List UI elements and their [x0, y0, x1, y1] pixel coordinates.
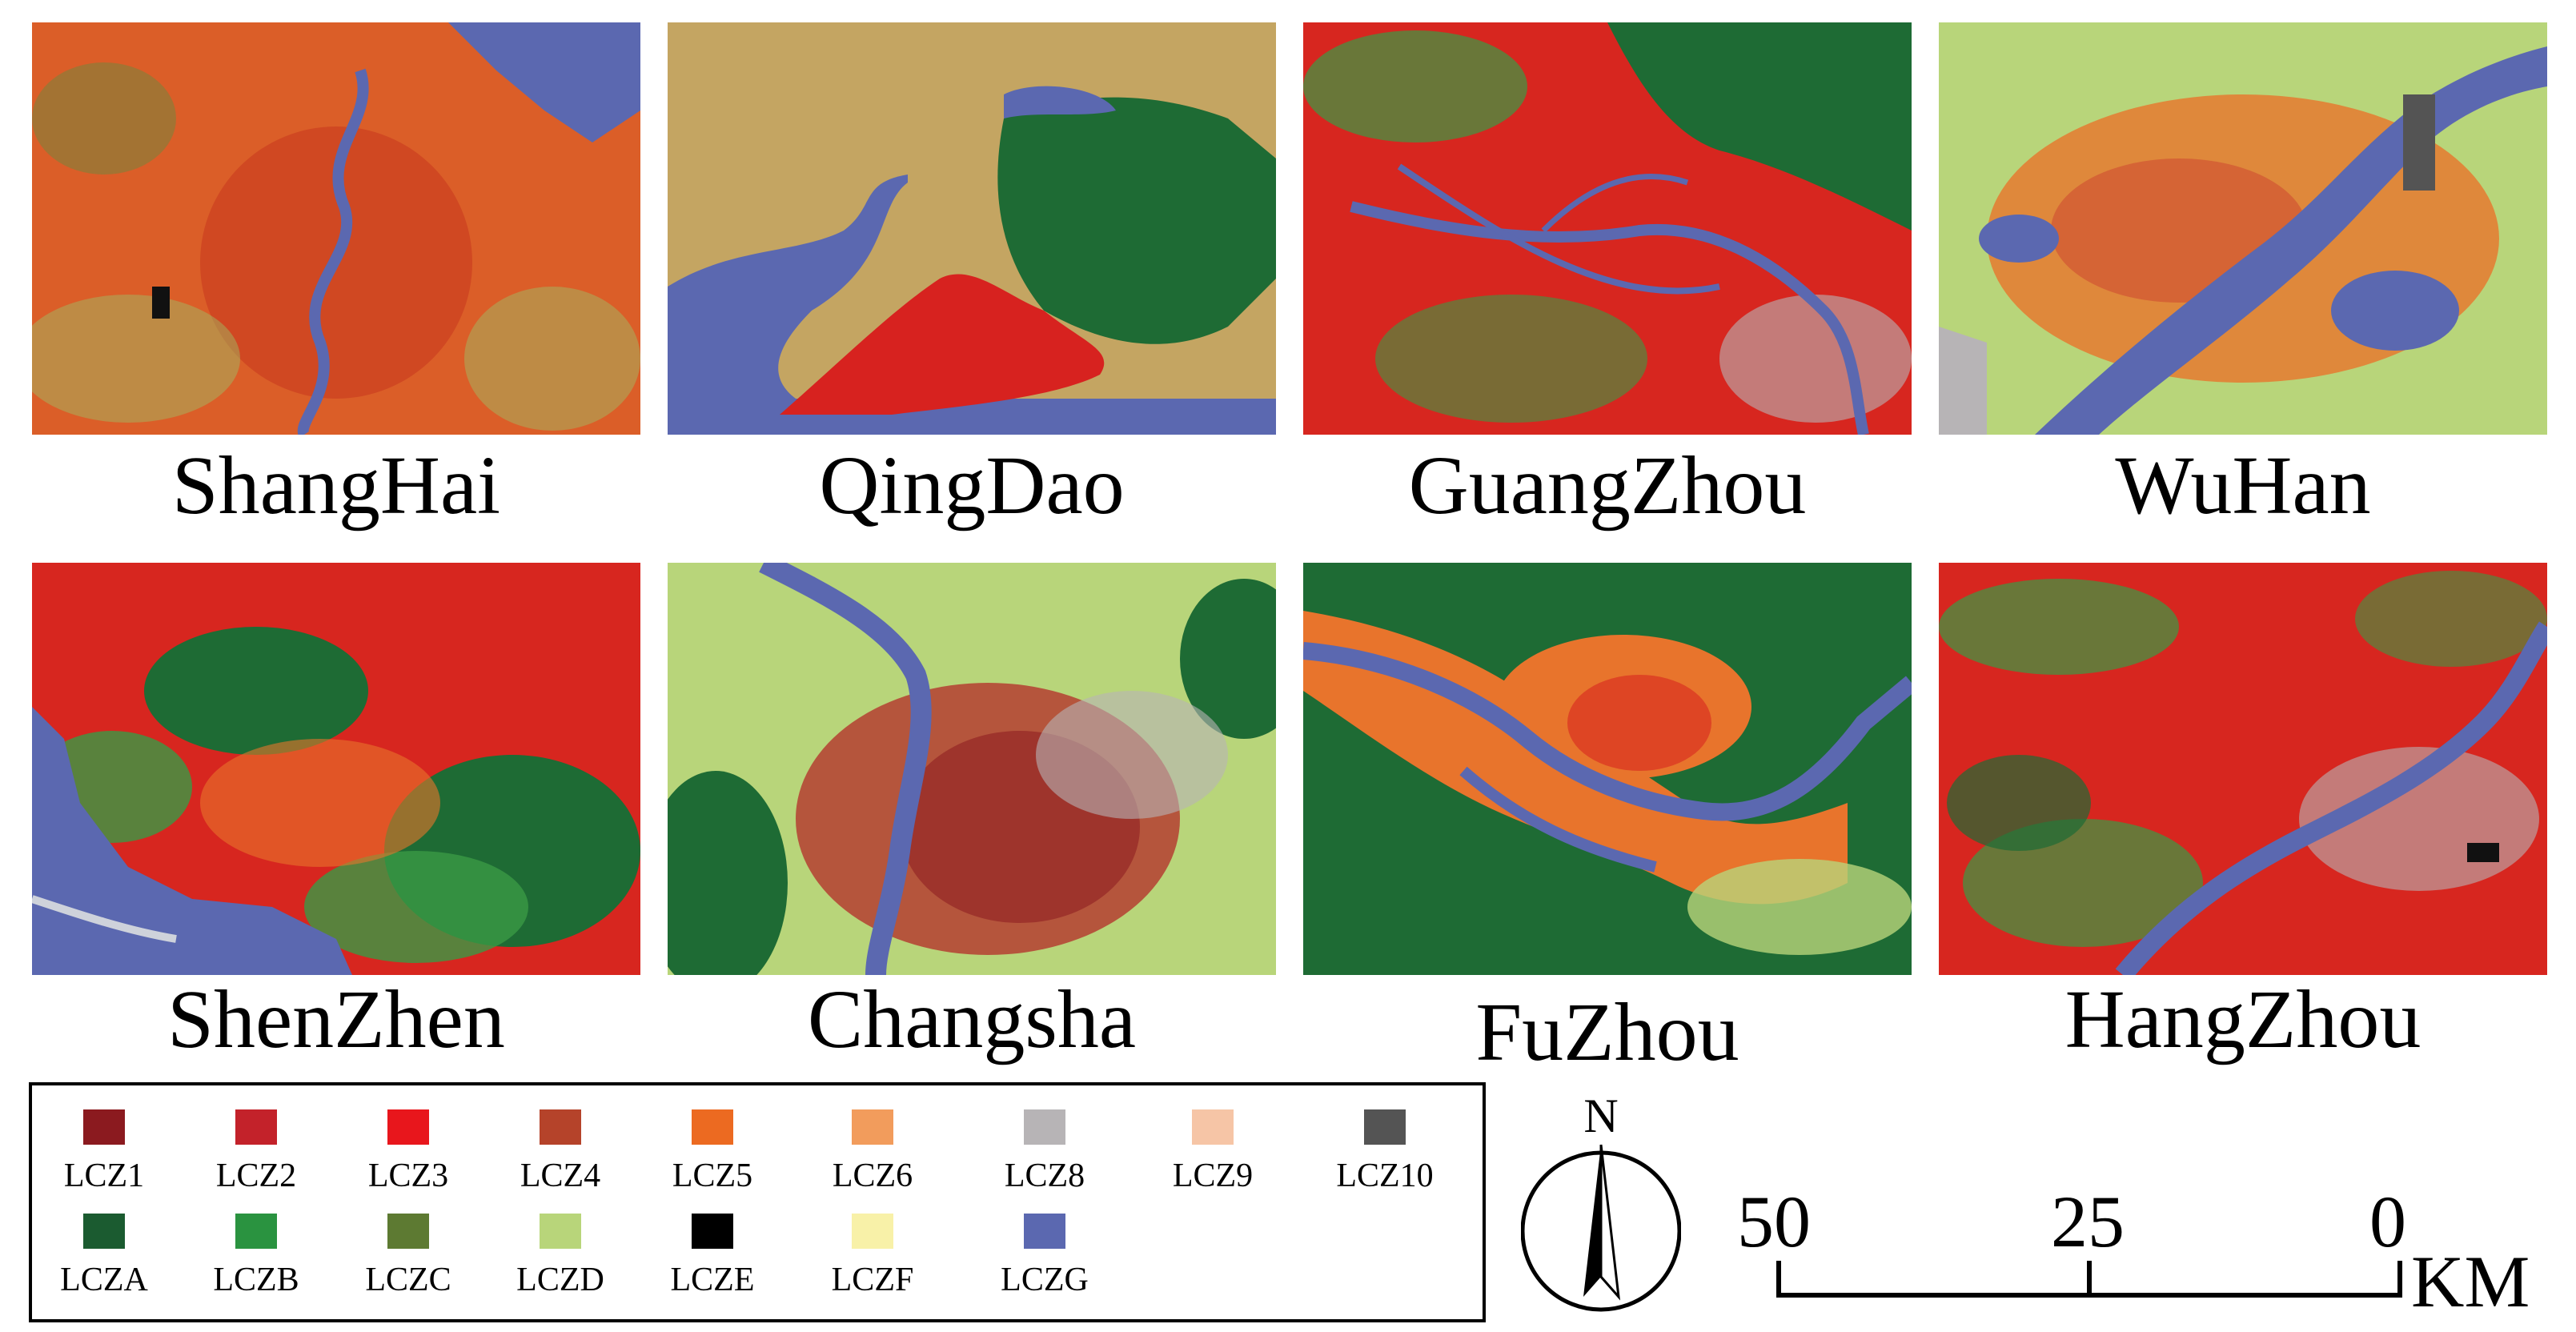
legend-swatch	[1364, 1109, 1406, 1145]
legend-swatch	[1024, 1214, 1065, 1249]
legend-item-lcz9: LCZ9	[1141, 1109, 1285, 1193]
legend-swatch	[692, 1214, 733, 1249]
map-panel-shanghai	[32, 22, 640, 435]
legend-swatch	[540, 1214, 581, 1249]
legend-label: LCZ2	[215, 1157, 297, 1194]
legend-swatch	[387, 1214, 429, 1249]
scale-tick-50: 50	[1737, 1181, 1811, 1262]
legend: LCZ1 LCZ2 LCZ3 LCZ4 LCZ5 LCZ6 LCZ8 LCZ9 …	[29, 1082, 1486, 1322]
legend-swatch	[1192, 1109, 1234, 1145]
legend-item-lcz4: LCZ4	[488, 1109, 632, 1193]
scale-tick-25: 25	[2051, 1181, 2125, 1262]
city-label-hangzhou: HangZhou	[2064, 973, 2422, 1065]
scale-tick-0: 0	[2369, 1181, 2406, 1262]
legend-label: LCZ4	[520, 1157, 601, 1194]
city-label-changsha: Changsha	[807, 973, 1137, 1065]
city-label-guangzhou: GuangZhou	[1408, 439, 1807, 532]
legend-swatch	[692, 1109, 733, 1145]
legend-item-lczb: LCZB	[184, 1214, 328, 1297]
north-label: N	[1583, 1089, 1618, 1142]
legend-swatch	[852, 1109, 893, 1145]
scale-unit: KM	[2411, 1241, 2530, 1322]
legend-label: LCZD	[516, 1262, 604, 1298]
city-label-shanghai: ShangHai	[171, 439, 501, 532]
legend-item-lcz6: LCZ6	[800, 1109, 945, 1193]
legend-label: LCZ8	[1004, 1157, 1085, 1194]
map-panel-qingdao	[668, 22, 1276, 435]
legend-swatch	[235, 1214, 277, 1249]
legend-item-lcz1: LCZ1	[32, 1109, 176, 1193]
legend-label: LCZF	[831, 1262, 914, 1298]
legend-item-lcze: LCZE	[640, 1214, 784, 1297]
legend-label: LCZ1	[63, 1157, 145, 1194]
legend-swatch	[540, 1109, 581, 1145]
map-panel-changsha	[668, 563, 1276, 975]
legend-item-lczg: LCZG	[973, 1214, 1117, 1297]
legend-label: LCZ9	[1172, 1157, 1254, 1194]
map-panel-hangzhou	[1939, 563, 2547, 975]
legend-swatch	[83, 1214, 125, 1249]
legend-item-lcz5: LCZ5	[640, 1109, 784, 1193]
map-panel-wuhan	[1939, 22, 2547, 435]
map-panel-guangzhou	[1303, 22, 1912, 435]
legend-label: LCZ6	[832, 1157, 913, 1194]
legend-swatch	[852, 1214, 893, 1249]
legend-label: LCZ5	[672, 1157, 753, 1194]
legend-swatch	[83, 1109, 125, 1145]
legend-swatch	[387, 1109, 429, 1145]
city-label-fuzhou: FuZhou	[1475, 986, 1739, 1078]
scale-bar: 50 25 0 KM	[1721, 1153, 2570, 1321]
city-label-qingdao: QingDao	[819, 439, 1125, 532]
city-label-shenzhen: ShenZhen	[167, 973, 505, 1065]
legend-item-lczd: LCZD	[488, 1214, 632, 1297]
legend-item-lcza: LCZA	[32, 1214, 176, 1297]
legend-item-lcz3: LCZ3	[336, 1109, 480, 1193]
city-label-wuhan: WuHan	[2115, 439, 2371, 532]
map-panel-fuzhou	[1303, 563, 1912, 975]
legend-item-lcz2: LCZ2	[184, 1109, 328, 1193]
legend-label: LCZ10	[1336, 1157, 1434, 1194]
legend-label: LCZE	[670, 1262, 755, 1298]
legend-label: LCZA	[60, 1262, 148, 1298]
map-panel-shenzhen	[32, 563, 640, 975]
legend-item-lcz10: LCZ10	[1313, 1109, 1457, 1193]
legend-label: LCZC	[365, 1262, 451, 1298]
north-arrow: N	[1520, 1089, 1682, 1321]
legend-label: LCZ3	[367, 1157, 449, 1194]
legend-item-lcz8: LCZ8	[973, 1109, 1117, 1193]
scale-bar-line	[1776, 1261, 2402, 1298]
legend-label: LCZB	[213, 1262, 299, 1298]
legend-swatch	[235, 1109, 277, 1145]
legend-item-lczc: LCZC	[336, 1214, 480, 1297]
legend-item-lczf: LCZF	[800, 1214, 945, 1297]
legend-label: LCZG	[1001, 1262, 1089, 1298]
legend-swatch	[1024, 1109, 1065, 1145]
